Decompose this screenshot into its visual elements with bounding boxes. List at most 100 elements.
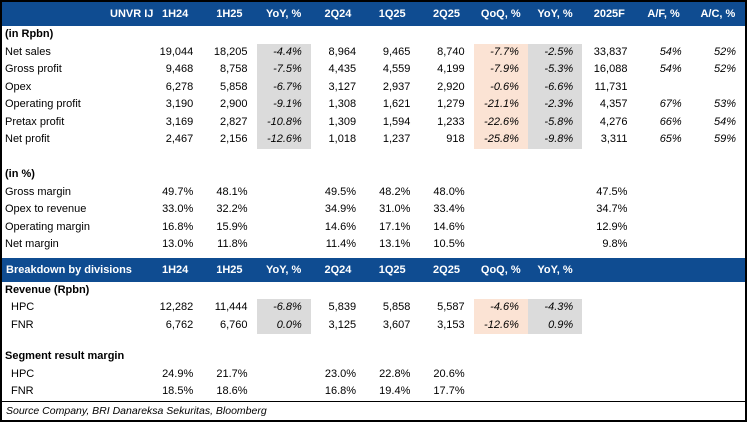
- cell: [582, 317, 636, 335]
- row-label: FNR: [11, 385, 34, 397]
- cell: -5.8%: [527, 113, 583, 131]
- cell: 18.6%: [216, 385, 248, 397]
- cell: [528, 282, 582, 300]
- cell: [474, 184, 528, 202]
- cell: 14.6%: [324, 220, 357, 233]
- cell: [474, 348, 528, 366]
- section-label-row: Segment result margin: [2, 348, 745, 366]
- cell: -25.8%: [473, 131, 528, 149]
- cell: [582, 166, 636, 184]
- cell: [257, 348, 311, 366]
- table-row: Pretax profit 3,169 2,827 -10.8% 1,309 1,594 1…: [2, 113, 745, 131]
- cell: 1,237: [382, 133, 411, 145]
- cell: [474, 219, 528, 237]
- cell: 1,621: [382, 98, 411, 110]
- cell: 48.1%: [216, 185, 248, 198]
- cell: 11.8%: [217, 238, 248, 250]
- cell: 6,762: [165, 318, 194, 331]
- cell: 11.4%: [325, 238, 357, 250]
- cell: [257, 282, 311, 300]
- row-label: (in %): [5, 168, 35, 180]
- cell: 17.1%: [379, 220, 411, 233]
- cell: 10.5%: [433, 238, 465, 250]
- cell: 3,169: [165, 115, 194, 128]
- cell: [257, 201, 311, 219]
- cell: 1,309: [328, 115, 357, 128]
- cell: 15.9%: [216, 220, 248, 233]
- cell: [636, 166, 690, 184]
- cell: 13.0%: [162, 238, 194, 250]
- cell: -2.3%: [527, 96, 583, 114]
- cell: [311, 348, 365, 366]
- cell: 1,279: [437, 98, 465, 110]
- cell: [202, 282, 256, 300]
- cell: -9.1%: [256, 96, 311, 114]
- cell: [528, 26, 582, 44]
- cell: [691, 166, 745, 184]
- table-row: Operating margin 16.8% 15.9% 14.6% 17.1% 14.6…: [2, 219, 745, 237]
- header-cell: 2025F: [593, 8, 625, 20]
- cell: [257, 184, 311, 202]
- cell: 48.2%: [379, 185, 411, 198]
- cell: 12,282: [159, 301, 194, 313]
- cell: [257, 219, 311, 237]
- cell: [691, 348, 745, 366]
- header-cell: 1H24: [161, 263, 189, 276]
- cell: 2,156: [220, 133, 248, 145]
- cell: 16.8%: [162, 220, 194, 233]
- cell: [365, 348, 419, 366]
- cell: [474, 166, 528, 184]
- cell: [528, 201, 582, 219]
- cell: 9,465: [382, 45, 411, 58]
- table-row: Net sales 19,044 18,205 -4.4% 8,964 9,465 8,74…: [2, 43, 745, 61]
- cell: [691, 219, 745, 237]
- cell: -12.6%: [256, 131, 311, 149]
- cell: 49.5%: [324, 185, 357, 198]
- header-cell: [691, 258, 745, 282]
- cell: [419, 26, 473, 44]
- row-label: Opex: [5, 80, 32, 93]
- cell: 5,839: [328, 301, 357, 313]
- cell: 0.9%: [527, 316, 583, 334]
- cell: [582, 299, 636, 317]
- cell: 54%: [659, 45, 682, 58]
- header-cell: 2Q25: [433, 8, 460, 20]
- header-cell: 1Q25: [378, 8, 406, 20]
- cell: 13.1%: [379, 238, 411, 250]
- cell: -7.9%: [473, 61, 528, 79]
- header-cell: 2Q24: [324, 263, 352, 276]
- cell: 8,740: [437, 45, 465, 58]
- table-row: HPC 24.9% 21.7% 23.0% 22.8% 20.6%: [2, 366, 745, 384]
- cell: [582, 26, 636, 44]
- cell: 2,900: [220, 98, 248, 110]
- cell: 31.0%: [379, 203, 411, 215]
- cell: -0.6%: [473, 78, 528, 96]
- cell: 9.8%: [602, 238, 628, 250]
- cell: 20.6%: [433, 367, 465, 380]
- cell: 4,199: [437, 63, 465, 75]
- cell: -12.6%: [473, 316, 528, 334]
- cell: [474, 201, 528, 219]
- cell: [691, 299, 745, 317]
- cell: 1,233: [437, 115, 465, 128]
- cell: 11,444: [214, 301, 248, 313]
- cell: 4,435: [328, 63, 357, 75]
- row-label: Operating margin: [5, 220, 90, 233]
- cell: 4,276: [599, 115, 628, 128]
- table-row: Gross profit 9,468 8,758 -7.5% 4,435 4,559 4,1…: [2, 61, 745, 79]
- cell: 23.0%: [324, 367, 357, 380]
- cell: [636, 26, 690, 44]
- cell: [691, 236, 745, 254]
- cell: 17.7%: [433, 385, 465, 397]
- cell: -21.1%: [473, 96, 528, 114]
- cell: [311, 282, 365, 300]
- cell: [202, 26, 256, 44]
- cell: [636, 366, 690, 384]
- cell: [582, 383, 636, 401]
- cell: [528, 236, 582, 254]
- cell: [474, 236, 528, 254]
- section-label-row: Revenue (Rpbn): [2, 282, 745, 300]
- cell: -2.5%: [527, 43, 583, 61]
- cell: [636, 79, 690, 97]
- cell: [528, 219, 582, 237]
